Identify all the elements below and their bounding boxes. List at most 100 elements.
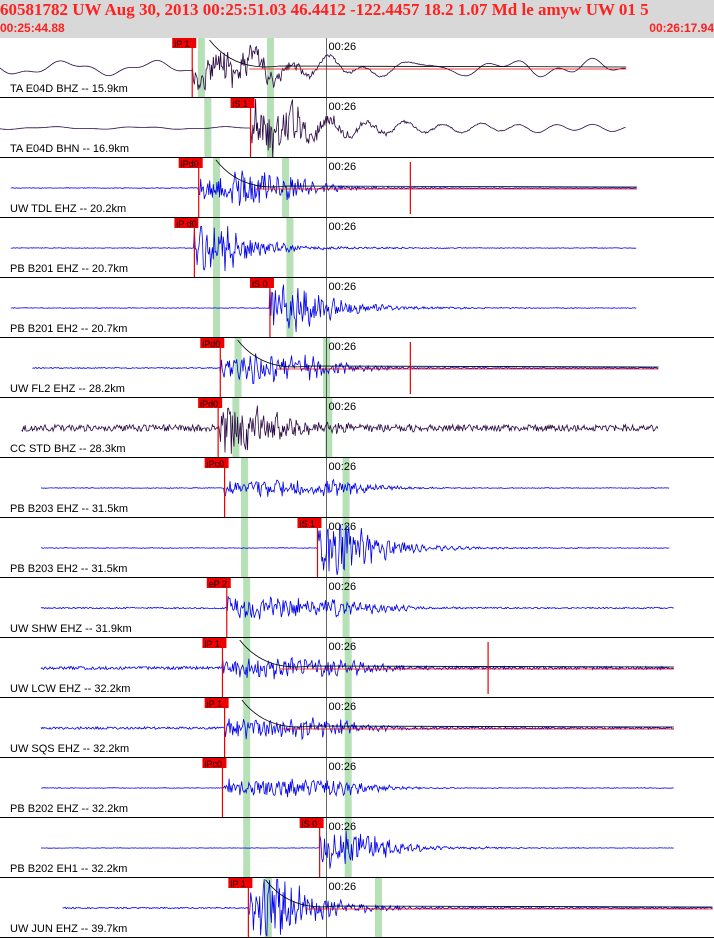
- theoretical-arrival-band: [264, 878, 272, 938]
- trace-panel: 00:26 iP 1 TA E04D BHZ -- 15.9km: [0, 38, 714, 98]
- waveform-trace: [0, 98, 626, 158]
- coda-decay-curve: [265, 879, 713, 908]
- theoretical-arrival-band: [342, 518, 350, 578]
- station-label: PB B203 EHZ -- 31.5km: [10, 503, 128, 515]
- seismogram-panel: 00:26 iP 1 TA E04D BHZ -- 15.9km 00:26 iS 1 T…: [0, 38, 714, 938]
- window-start-time: 00:25:44.88: [0, 21, 65, 35]
- minute-label: 00:26: [329, 701, 357, 713]
- station-label: UW JUN EHZ -- 39.7km: [10, 923, 127, 935]
- phase-pick-label: iPd0: [202, 339, 220, 349]
- theoretical-arrival-band: [266, 38, 274, 98]
- window-end-time: 00:26:17.94: [649, 21, 714, 35]
- phase-pick-label: iP 1: [174, 39, 189, 49]
- waveform-trace: [10, 170, 637, 206]
- theoretical-arrival-band: [212, 218, 220, 278]
- trace-panel: 00:26 iP 1 UW JUN EHZ -- 39.7km: [0, 878, 714, 938]
- coda-decay-curve: [209, 39, 627, 68]
- waveform-trace: [40, 778, 674, 798]
- minute-label: 00:26: [329, 281, 357, 293]
- station-label: TA E04D BHZ -- 15.9km: [10, 83, 128, 95]
- coda-decay-curve: [241, 699, 674, 728]
- waveform-trace: [40, 595, 674, 620]
- theoretical-arrival-band: [374, 878, 382, 938]
- minute-label: 00:26: [329, 341, 357, 353]
- station-label: PB B203 EH2 -- 31.5km: [10, 563, 127, 575]
- trace-panel: 00:26 iS 1 PB B203 EH2 -- 31.5km: [0, 518, 714, 578]
- waveform-trace: [62, 878, 713, 937]
- trace-panel: 00:26 iPc0 PB B202 EHZ -- 32.2km: [0, 758, 714, 818]
- minute-label: 00:26: [329, 881, 357, 893]
- station-label: PB B202 EHZ -- 32.2km: [10, 803, 128, 815]
- station-label: TA E04D BHN -- 16.9km: [10, 143, 129, 155]
- theoretical-arrival-band: [243, 758, 251, 818]
- waveform-trace: [40, 478, 670, 498]
- phase-pick-tag[interactable]: [174, 218, 199, 228]
- phase-pick-label: iS 0: [302, 819, 318, 829]
- station-label: UW SHW EHZ -- 31.9km: [10, 623, 132, 635]
- phase-pick-tag[interactable]: [230, 98, 255, 108]
- event-title: 60581782 UW Aug 30, 2013 00:25:51.03 46.…: [0, 0, 649, 19]
- header-bar: 60581782 UW Aug 30, 2013 00:25:51.03 46.…: [0, 0, 714, 38]
- phase-pick-label: iPd0: [200, 399, 218, 409]
- station-label: UW SQS EHZ -- 32.2km: [10, 743, 129, 755]
- waveform-trace: [0, 44, 626, 91]
- phase-pick-tag[interactable]: [202, 758, 227, 768]
- phase-pick-tag[interactable]: [200, 338, 225, 348]
- waveform-trace: [40, 656, 674, 680]
- theoretical-arrival-band: [344, 698, 352, 758]
- minute-label: 00:26: [329, 521, 357, 533]
- station-label: PB B202 EH1 -- 32.2km: [10, 863, 127, 875]
- minute-label: 00:26: [329, 641, 357, 653]
- station-label: UW TDL EHZ -- 20.2km: [10, 203, 126, 215]
- phase-pick-label: iS 0: [252, 279, 268, 289]
- trace-panel: 00:26 iS 0 PB B202 EH1 -- 32.2km: [0, 818, 714, 878]
- phase-pick-tag[interactable]: [299, 818, 324, 828]
- minute-label: 00:26: [329, 761, 357, 773]
- minute-label: 00:26: [329, 401, 357, 413]
- trace-panel: 00:26 iP 1 UW LCW EHZ -- 32.2km: [0, 638, 714, 698]
- phase-pick-tag[interactable]: [206, 578, 231, 588]
- phase-pick-tag[interactable]: [198, 398, 223, 408]
- phase-pick-tag[interactable]: [297, 518, 322, 528]
- phase-pick-label: eP 2: [209, 579, 227, 589]
- minute-label: 00:26: [329, 41, 357, 53]
- phase-pick-tag[interactable]: [202, 638, 227, 648]
- trace-panel: 00:26 iP d0 PB B201 EHZ -- 20.7km: [0, 218, 714, 278]
- phase-pick-label: iS 1: [299, 519, 315, 529]
- coda-decay-curve: [239, 639, 674, 668]
- phase-pick-label: iP 1: [207, 699, 222, 709]
- trace-panel: 00:26 eP 2 UW SHW EHZ -- 31.9km: [0, 578, 714, 638]
- phase-pick-label: iPc0: [207, 459, 225, 469]
- trace-panel: 00:26 iPd0 UW TDL EHZ -- 20.2km: [0, 158, 714, 218]
- phase-pick-label: iPd0: [181, 159, 199, 169]
- waveform-trace: [10, 225, 637, 272]
- trace-panel: 00:26 iP 1 UW SQS EHZ -- 32.2km: [0, 698, 714, 758]
- phase-pick-label: iPc0: [204, 759, 222, 769]
- minute-label: 00:26: [329, 101, 357, 113]
- phase-pick-label: iS 1: [233, 99, 249, 109]
- theoretical-arrival-band: [243, 578, 251, 638]
- phase-pick-label: iP 1: [230, 879, 245, 889]
- theoretical-arrival-band: [241, 458, 249, 518]
- station-label: PB B201 EH2 -- 20.7km: [10, 323, 127, 335]
- theoretical-arrival-band: [243, 638, 251, 698]
- station-label: UW FL2 EHZ -- 28.2km: [10, 383, 125, 395]
- trace-panel: 00:26 iS 0 PB B201 EH2 -- 20.7km: [0, 278, 714, 338]
- minute-label: 00:26: [329, 161, 357, 173]
- minute-label: 00:26: [329, 821, 357, 833]
- phase-pick-tag[interactable]: [249, 278, 274, 288]
- phase-pick-tag[interactable]: [178, 158, 203, 168]
- waveform-trace: [10, 284, 637, 333]
- phase-pick-tag[interactable]: [204, 698, 229, 708]
- minute-label: 00:26: [329, 581, 357, 593]
- waveform-trace: [40, 830, 674, 869]
- waveform-trace: [40, 523, 670, 576]
- theoretical-arrival-band: [286, 278, 294, 338]
- theoretical-arrival-band: [197, 38, 205, 98]
- theoretical-arrival-band: [286, 218, 294, 278]
- minute-label: 00:26: [329, 461, 357, 473]
- phase-pick-tag[interactable]: [228, 878, 253, 888]
- waveform-trace: [32, 353, 658, 384]
- phase-pick-tag[interactable]: [204, 458, 229, 468]
- phase-pick-tag[interactable]: [172, 38, 197, 48]
